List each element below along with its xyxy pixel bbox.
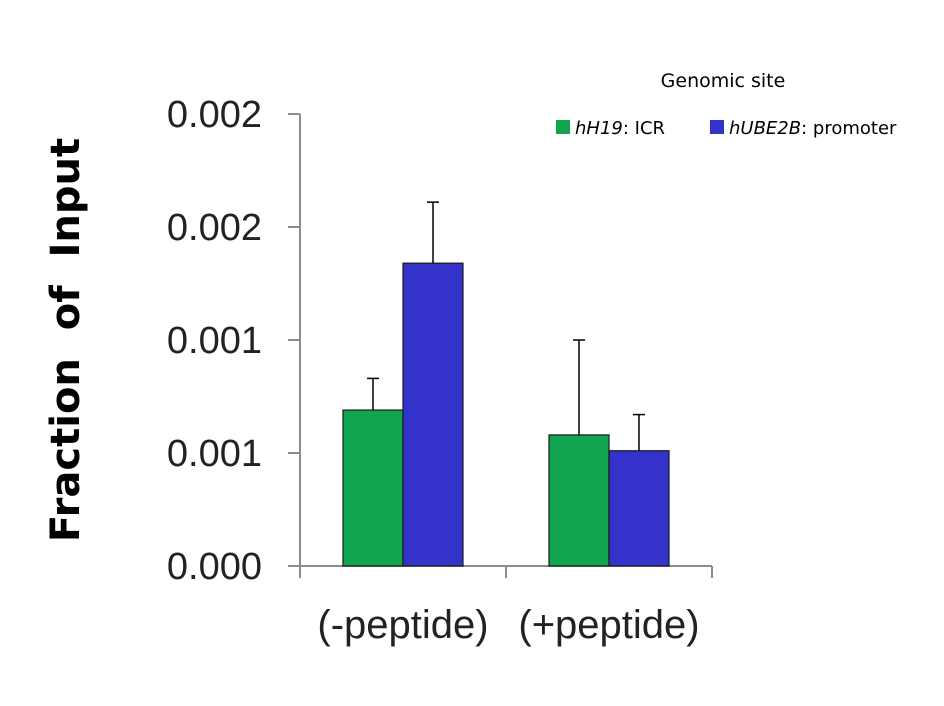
error-bar bbox=[573, 339, 585, 435]
error-bar bbox=[367, 377, 379, 411]
legend-label: hUBE2B: promoter bbox=[729, 118, 897, 139]
x-ticks bbox=[299, 566, 713, 578]
legend: Genomic site hH19: ICR hUBE2B: promoter bbox=[556, 70, 897, 139]
error-bars bbox=[367, 201, 645, 451]
bar bbox=[402, 262, 464, 567]
legend-swatch bbox=[710, 120, 724, 134]
bar bbox=[608, 450, 670, 567]
legend-label: hH19: ICR bbox=[575, 118, 665, 139]
y-tick-label: 0.002 bbox=[167, 94, 262, 136]
category-label: (-peptide) bbox=[317, 603, 488, 647]
legend-item: hUBE2B: promoter bbox=[710, 118, 897, 139]
bars bbox=[342, 262, 670, 567]
legend-item: hH19: ICR bbox=[556, 118, 665, 139]
legend-swatch bbox=[556, 120, 570, 134]
error-bar bbox=[427, 201, 439, 264]
legend-items: hH19: ICR hUBE2B: promoter bbox=[556, 118, 897, 139]
y-ticks: 0.000 0.001 0.001 0.002 0.002 bbox=[167, 94, 300, 588]
y-tick-label: 0.000 bbox=[167, 546, 262, 588]
bar bbox=[342, 409, 404, 567]
legend-title: Genomic site bbox=[661, 70, 786, 92]
y-axis-title: Fraction of Input bbox=[43, 138, 89, 542]
category-label: (+peptide) bbox=[518, 603, 699, 647]
bar bbox=[548, 434, 610, 567]
category-labels: (-peptide) (+peptide) bbox=[317, 603, 699, 647]
error-bar bbox=[633, 413, 645, 451]
y-tick-label: 0.001 bbox=[167, 320, 262, 362]
y-tick-label: 0.001 bbox=[167, 433, 262, 475]
y-tick-label: 0.002 bbox=[167, 207, 262, 249]
